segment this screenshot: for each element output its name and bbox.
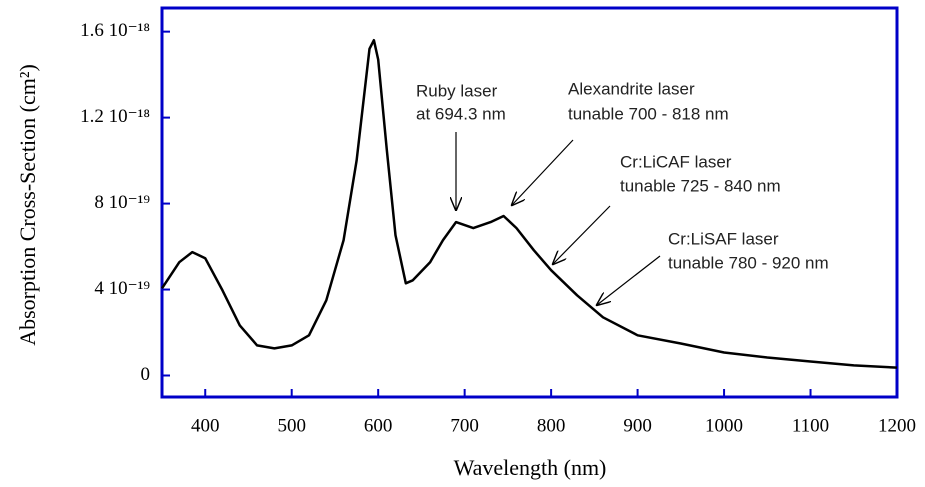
annotation: tunable 700 - 818 nm bbox=[568, 104, 729, 123]
annotation: Ruby laser bbox=[416, 81, 498, 100]
annotation: Cr:LiCAF laser bbox=[620, 152, 732, 171]
x-tick-label: 900 bbox=[623, 415, 652, 436]
x-tick-label: 1000 bbox=[705, 415, 743, 436]
x-tick-label: 800 bbox=[537, 415, 566, 436]
x-tick-label: 1200 bbox=[878, 415, 916, 436]
data-line bbox=[160, 38, 898, 369]
y-axis-label: Absorption Cross-Section (cm²) bbox=[15, 64, 40, 346]
x-tick-label: 500 bbox=[277, 415, 306, 436]
annotation: tunable 725 - 840 nm bbox=[620, 176, 781, 195]
x-tick-label: 700 bbox=[450, 415, 479, 436]
plot-frame bbox=[160, 6, 899, 399]
x-axis-label: Wavelength (nm) bbox=[454, 455, 607, 480]
x-tick-label: 600 bbox=[364, 415, 393, 436]
arrow bbox=[553, 205, 611, 264]
x-tick-label: 400 bbox=[191, 415, 220, 436]
annotation: tunable 780 - 920 nm bbox=[668, 253, 829, 272]
y-tick-label: 0 bbox=[141, 364, 151, 385]
arrow bbox=[597, 255, 661, 305]
y-tick-label: 1.2 10⁻¹⁸ bbox=[80, 106, 150, 127]
x-tick-label: 1100 bbox=[792, 415, 829, 436]
annotation-arrows bbox=[456, 132, 661, 305]
y-tick-label: 4 10⁻¹⁹ bbox=[94, 278, 150, 299]
annotation: Alexandrite laser bbox=[568, 79, 695, 98]
annotation: Cr:LiSAF laser bbox=[668, 229, 779, 248]
arrow bbox=[512, 139, 574, 205]
y-tick-label: 1.6 10⁻¹⁸ bbox=[80, 20, 150, 41]
annotation: at 694.3 nm bbox=[416, 104, 506, 123]
y-tick-label: 8 10⁻¹⁹ bbox=[94, 192, 150, 213]
